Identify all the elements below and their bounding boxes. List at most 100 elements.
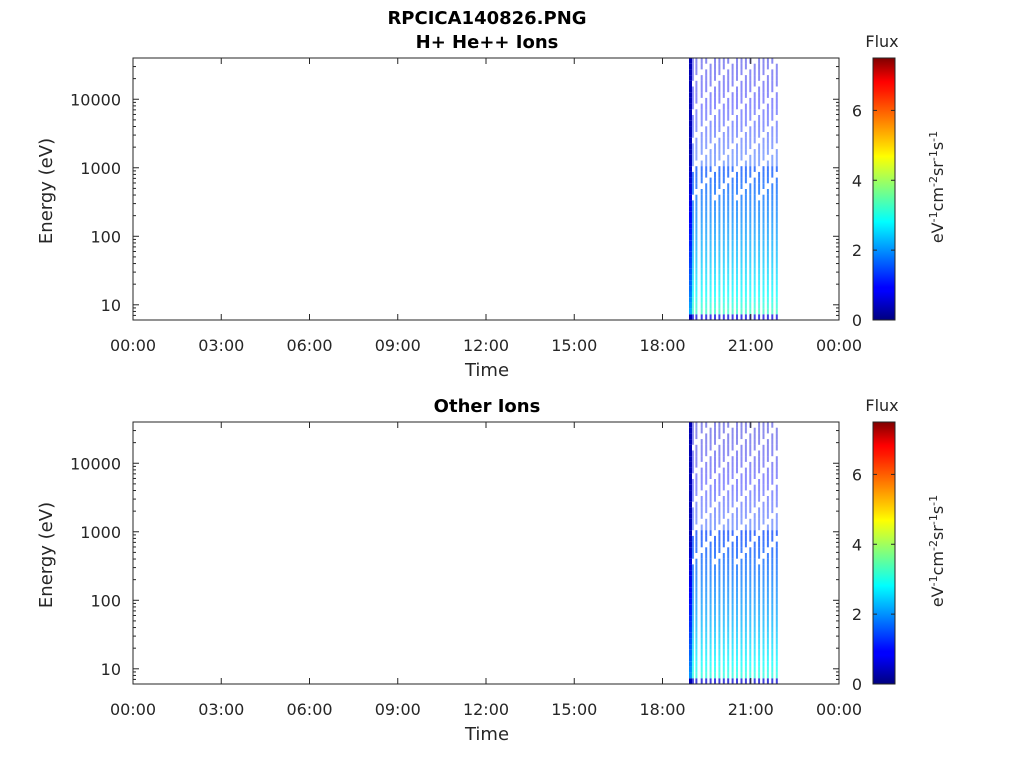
heatmap-cell xyxy=(740,280,743,286)
heatmap-cell xyxy=(705,615,708,622)
heatmap-cell xyxy=(722,444,725,451)
heatmap-cell xyxy=(749,217,752,224)
heatmap-cell xyxy=(695,649,698,656)
heatmap-cell xyxy=(714,496,716,502)
heatmap-cell xyxy=(714,308,716,315)
heatmap-cell xyxy=(731,610,734,616)
heatmap-cell xyxy=(722,484,725,491)
heatmap-cell xyxy=(736,490,738,496)
heatmap-cell xyxy=(691,524,694,531)
heatmap-cell xyxy=(691,661,694,667)
heatmap-cell xyxy=(736,206,738,212)
x-tick-label: 18:00 xyxy=(639,336,685,355)
y-tick-label: 10000 xyxy=(70,90,121,109)
heatmap-cell xyxy=(749,518,752,525)
heatmap-cell xyxy=(749,638,752,645)
heatmap-cell xyxy=(700,308,703,315)
heatmap-cell xyxy=(709,501,712,508)
heatmap-cell xyxy=(691,126,694,132)
heatmap-cell xyxy=(736,518,738,525)
heatmap-cell xyxy=(753,206,756,212)
heatmap-cell xyxy=(718,263,721,269)
heatmap-cell xyxy=(731,501,734,508)
heatmap-cell xyxy=(727,558,730,565)
heatmap-cell xyxy=(758,621,761,627)
heatmap-cell xyxy=(766,678,769,684)
heatmap-cell xyxy=(714,655,716,662)
heatmap-cell xyxy=(714,450,716,457)
heatmap-cell xyxy=(722,564,725,571)
heatmap-cell xyxy=(714,285,716,292)
heatmap-cell xyxy=(689,154,692,161)
heatmap-cell xyxy=(753,92,756,98)
heatmap-cell xyxy=(758,160,761,167)
heatmap-cell xyxy=(775,200,778,207)
heatmap-cell xyxy=(705,302,708,309)
heatmap-cell xyxy=(718,570,721,576)
heatmap-cell xyxy=(731,541,734,548)
heatmap-cell xyxy=(700,302,703,309)
heatmap-cell xyxy=(744,473,747,479)
heatmap-cell xyxy=(695,183,698,189)
heatmap-cell xyxy=(736,621,738,627)
heatmap-cell xyxy=(718,672,721,679)
heatmap-cell xyxy=(744,217,747,224)
heatmap-cell xyxy=(727,638,730,645)
heatmap-cell xyxy=(718,461,721,468)
heatmap-cell xyxy=(722,604,725,610)
heatmap-cell xyxy=(771,251,774,258)
heatmap-cell xyxy=(762,473,765,479)
heatmap-cell xyxy=(775,672,778,679)
heatmap-cell xyxy=(705,592,708,599)
heatmap-cell xyxy=(758,649,761,656)
heatmap-cell xyxy=(689,513,692,519)
heatmap-cell xyxy=(727,422,730,428)
heatmap-cell xyxy=(736,257,738,263)
heatmap-cell xyxy=(758,524,761,531)
heatmap-cell xyxy=(731,598,734,605)
heatmap-cell xyxy=(731,627,734,633)
heatmap-cell xyxy=(700,456,703,462)
heatmap-cell xyxy=(753,280,756,286)
heatmap-cell xyxy=(709,587,712,593)
heatmap-cell xyxy=(709,251,712,258)
heatmap-cell xyxy=(736,547,738,553)
heatmap-cell xyxy=(753,655,756,662)
heatmap-cell xyxy=(753,285,756,292)
heatmap-cell xyxy=(731,120,734,127)
heatmap-cell xyxy=(695,632,698,639)
heatmap-cell xyxy=(727,69,730,76)
heatmap-cell xyxy=(775,92,778,98)
heatmap-cell xyxy=(775,177,778,184)
heatmap-cell xyxy=(758,507,761,514)
heatmap-cell xyxy=(718,473,721,479)
heatmap-cell xyxy=(709,160,712,167)
heatmap-cell xyxy=(762,581,765,588)
heatmap-cell xyxy=(700,484,703,491)
heatmap-cell xyxy=(740,473,743,479)
heatmap-cell xyxy=(700,280,703,286)
heatmap-cell xyxy=(731,211,734,218)
heatmap-cell xyxy=(689,149,692,155)
heatmap-cell xyxy=(718,308,721,315)
heatmap-cell xyxy=(736,291,738,298)
heatmap-cell xyxy=(740,655,743,662)
heatmap-cell xyxy=(736,450,738,457)
heatmap-cell xyxy=(744,285,747,292)
heatmap-cell xyxy=(771,211,774,218)
heatmap-cell xyxy=(749,444,752,451)
heatmap-cell xyxy=(749,461,752,468)
heatmap-cell xyxy=(695,166,698,172)
heatmap-cell xyxy=(689,189,692,195)
heatmap-cell xyxy=(758,604,761,610)
heatmap-cell xyxy=(744,592,747,599)
heatmap-cell xyxy=(689,69,692,76)
heatmap-cell xyxy=(753,427,756,434)
heatmap-cell xyxy=(718,513,721,519)
heatmap-cell xyxy=(714,649,716,656)
heatmap-cell xyxy=(771,581,774,588)
heatmap-cell xyxy=(744,120,747,127)
heatmap-cell xyxy=(727,644,730,650)
heatmap-cell xyxy=(736,200,738,207)
heatmap-cell xyxy=(758,86,761,93)
